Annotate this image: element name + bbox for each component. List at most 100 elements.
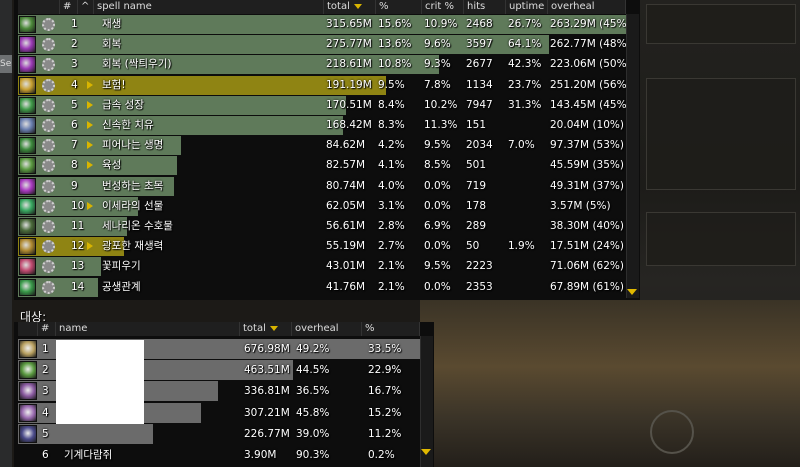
gear-icon[interactable] (42, 58, 55, 72)
spell-bar (18, 176, 174, 196)
spell-bar (18, 55, 439, 75)
spell-overheal: 143.45M (45%) (550, 98, 631, 111)
target-percent: 22.9% (368, 364, 402, 377)
spell-row[interactable]: 10 이세라의 선물 62.05M 3.1% 0.0% 178 3.57M (5%) (18, 196, 626, 217)
spell-row[interactable]: 11 세나리온 수호물 56.61M 2.8% 6.9% 289 38.30M (40%) (18, 217, 626, 237)
spell-icon (19, 238, 36, 256)
target-row[interactable]: 5 226.77M 39.0% 11.2% (18, 423, 430, 444)
header-hits[interactable]: hits (464, 0, 506, 14)
chevron-right-icon[interactable] (87, 100, 93, 109)
spell-crit: 6.9% (424, 220, 451, 232)
spell-icon (19, 137, 36, 155)
gear-icon[interactable] (42, 18, 55, 31)
spell-crit: 0.0% (424, 199, 451, 212)
spell-row[interactable]: 5 급속 성장 170.51M 8.4% 10.2% 7947 31.3% 143.45M (… (18, 95, 631, 116)
chevron-right-icon[interactable] (87, 161, 93, 170)
target-header-overheal[interactable]: overheal (292, 322, 362, 336)
gear-icon[interactable] (42, 119, 55, 132)
gear-icon[interactable] (42, 159, 55, 173)
spell-row[interactable]: 3 회복 (싹틔우기) 218.61M 10.8% 9.3% 2677 42.3% 223.0… (18, 55, 631, 75)
spell-overheal: 97.37M (53%) (550, 139, 624, 152)
spell-total: 84.62M (326, 139, 366, 152)
spell-row[interactable]: 8 육성 82.57M 4.1% 8.5% 501 45.59M (35%) (18, 156, 626, 176)
gear-icon[interactable] (42, 260, 55, 274)
gear-icon[interactable] (42, 98, 55, 112)
spell-name: 육성 (102, 159, 122, 172)
header-caret[interactable]: ^ (78, 0, 94, 14)
target-scroll-down-icon[interactable] (421, 449, 431, 455)
gear-icon[interactable] (42, 240, 55, 254)
background-ring-icon (650, 410, 694, 454)
header-rank[interactable]: # (60, 0, 78, 14)
chevron-right-icon[interactable] (87, 141, 93, 150)
spell-overheal: 251.20M (56%) (550, 78, 631, 91)
spell-overheal: 263.29M (45%) (550, 18, 631, 30)
spell-bar (18, 35, 549, 55)
header-uptime[interactable]: uptime (506, 0, 548, 14)
gear-icon[interactable] (42, 179, 55, 193)
target-header-rank[interactable]: # (38, 322, 56, 336)
spell-icon (19, 278, 36, 296)
spell-crit: 9.5% (424, 139, 451, 152)
spell-row[interactable]: 4 보험! 191.19M 9.5% 7.8% 1134 23.7% 251.20M (56%… (18, 75, 631, 96)
spell-row[interactable]: 9 번성하는 초목 80.74M 4.0% 0.0% 719 49.31M (37%) (18, 176, 626, 197)
target-overheal: 39.0% (296, 427, 330, 440)
spell-icon (19, 218, 36, 235)
spell-icon (19, 96, 36, 114)
spell-scrollbar[interactable] (626, 14, 639, 298)
target-overheal: 90.3% (296, 449, 330, 461)
background-slot (646, 212, 796, 266)
spell-icon (19, 177, 36, 195)
target-header-percent[interactable]: % (362, 322, 420, 336)
target-row[interactable]: 6 기계다람쥐 3.90M 90.3% 0.2% (18, 445, 430, 465)
target-header-total[interactable]: total (240, 322, 292, 336)
header-percent[interactable]: % (376, 0, 422, 14)
spell-total: 315.65M (326, 18, 372, 30)
target-header-total-label: total (243, 323, 266, 334)
header-crit[interactable]: crit % (422, 0, 464, 14)
chevron-right-icon[interactable] (87, 80, 93, 89)
spell-hits: 1134 (466, 78, 493, 91)
target-total: 676.98M (244, 343, 290, 355)
scroll-down-icon[interactable] (627, 289, 637, 295)
spell-name: 보험! (102, 78, 126, 91)
chevron-right-icon[interactable] (87, 201, 93, 210)
spell-overheal: 3.57M (5%) (550, 199, 611, 212)
spell-icon (19, 117, 36, 134)
spell-uptime: 26.7% (508, 18, 542, 30)
spell-name: 공생관계 (102, 280, 141, 293)
background-side-panel: Se (0, 0, 12, 467)
target-scrollbar[interactable] (420, 336, 433, 467)
spell-rank: 10 (71, 199, 85, 212)
chevron-right-icon[interactable] (87, 121, 93, 129)
target-rank: 6 (42, 449, 49, 461)
spell-row[interactable]: 1 재생 315.65M 15.6% 10.9% 2468 26.7% 263.29M (45… (18, 15, 631, 35)
spell-total: 62.05M (326, 199, 366, 212)
gear-icon[interactable] (42, 139, 55, 153)
gear-icon[interactable] (42, 78, 55, 92)
spell-row[interactable]: 13 꽃피우기 43.01M 2.1% 9.5% 2223 71.06M (62%) (18, 257, 626, 277)
spell-row[interactable]: 14 공생관계 41.76M 2.1% 0.0% 2353 67.89M (61%) (18, 277, 626, 298)
gear-icon[interactable] (42, 38, 55, 52)
spell-row[interactable]: 12 광포한 재생력 55.19M 2.7% 0.0% 50 1.9% 17.51M (24%… (18, 237, 626, 257)
target-header-icon[interactable] (18, 322, 38, 336)
spell-row[interactable]: 6 신속한 치유 168.42M 8.3% 11.3% 151 20.04M (10%) (18, 116, 626, 136)
header-spell-name[interactable]: spell name (94, 0, 324, 14)
gear-icon[interactable] (42, 280, 55, 294)
chevron-right-icon[interactable] (87, 242, 93, 251)
target-class-icon (19, 382, 37, 401)
spell-rank: 12 (71, 240, 85, 253)
target-percent: 11.2% (368, 427, 402, 440)
gear-icon[interactable] (42, 199, 55, 213)
spell-percent: 4.1% (378, 159, 405, 172)
header-icon-col[interactable] (18, 0, 60, 14)
spell-hits: 151 (466, 119, 487, 131)
header-total[interactable]: total (324, 0, 376, 14)
spell-row[interactable]: 7 피어나는 생명 84.62M 4.2% 9.5% 2034 7.0% 97.37M (53… (18, 136, 626, 156)
spell-row[interactable]: 2 회복 275.77M 13.6% 9.6% 3597 64.1% 262.77M (48%… (18, 35, 631, 55)
target-header-name[interactable]: name (56, 322, 240, 336)
gear-icon[interactable] (42, 220, 55, 233)
header-overheal[interactable]: overheal (548, 0, 626, 14)
target-overheal: 44.5% (296, 364, 330, 377)
target-percent: 15.2% (368, 406, 402, 419)
